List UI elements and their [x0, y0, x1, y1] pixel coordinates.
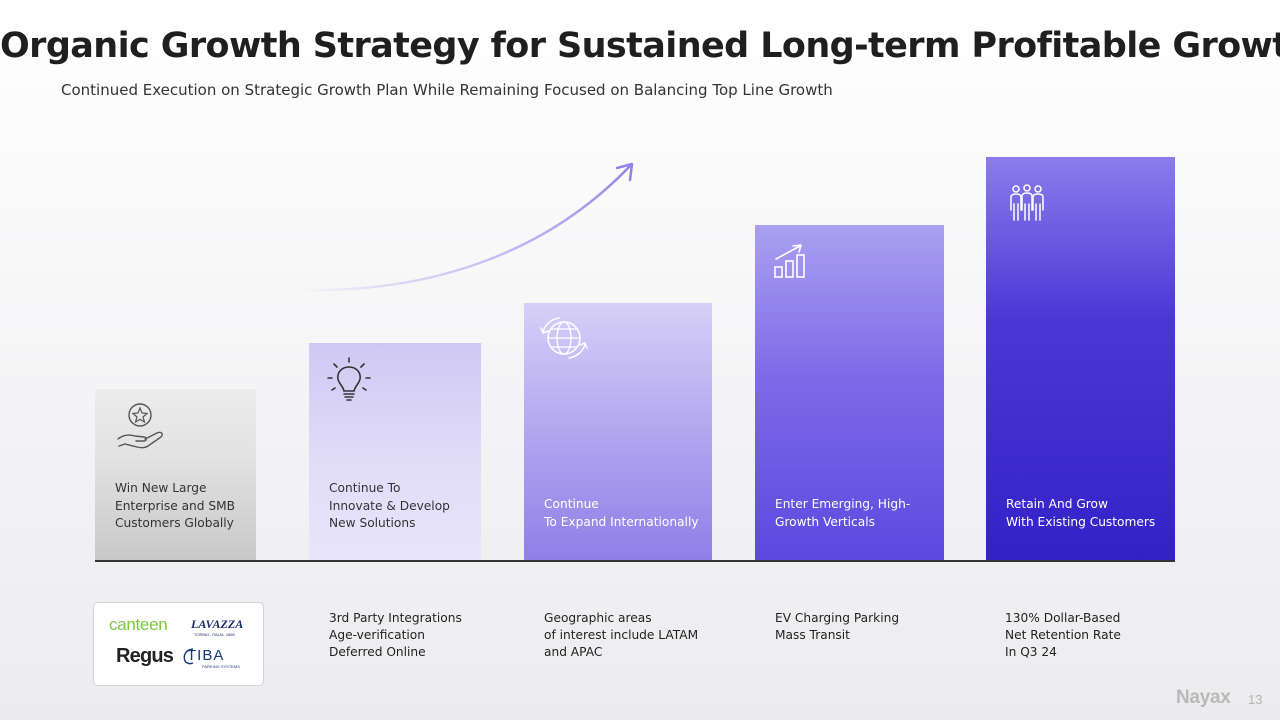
step-bar-enterprise: Win New Large Enterprise and SMB Custome…	[95, 389, 256, 561]
page-number: 13	[1248, 692, 1263, 707]
tiba-swoosh-icon	[183, 648, 194, 665]
customer-logos: canteen LAVAZZA TORINO, ITALIA, 1895 Reg…	[93, 602, 264, 686]
lavazza-logo-tagline: TORINO, ITALIA, 1895	[194, 632, 235, 637]
hand-star-icon	[117, 403, 163, 449]
step-bar-innovate: Continue To Innovate & Develop New Solut…	[309, 343, 481, 561]
step-note-verticals: EV Charging Parking Mass Transit	[775, 611, 900, 642]
slide-subtitle: Continued Execution on Strategic Growth …	[61, 81, 833, 99]
step-label: Enter Emerging, High- Growth Verticals	[775, 497, 911, 529]
step-label: Win New Large Enterprise and SMB Custome…	[115, 481, 235, 530]
step-bar-retain: Retain And Grow With Existing Customers	[986, 157, 1175, 561]
lavazza-logo: LAVAZZA	[191, 617, 244, 631]
step-note-international: Geographic areas of interest include LAT…	[544, 611, 699, 659]
step-note-retain: 130% Dollar-Based Net Retention Rate In …	[1005, 611, 1121, 659]
growth-chart-icon	[774, 244, 805, 278]
step-label: Retain And Grow With Existing Customers	[1006, 497, 1156, 529]
regus-logo: Regus	[116, 645, 174, 667]
baseline-divider	[95, 560, 1175, 562]
step-label: Continue To Innovate & Develop New Solut…	[329, 481, 450, 530]
step-bar-verticals: Enter Emerging, High- Growth Verticals	[755, 225, 944, 561]
slide-title: Organic Growth Strategy for Sustained Lo…	[0, 26, 1280, 66]
lightbulb-icon	[327, 357, 371, 401]
step-note-innovate: 3rd Party Integrations Age-verification …	[329, 611, 462, 659]
people-group-icon	[1010, 184, 1044, 221]
step-bar-international: Continue To Expand Internationally	[524, 303, 712, 561]
tiba-logo: TIBA	[187, 647, 225, 664]
step-label: Continue To Expand Internationally	[544, 497, 699, 529]
canteen-logo: canteen	[109, 615, 168, 634]
brand-logo: Nayax	[1176, 687, 1231, 708]
globe-icon	[540, 317, 588, 359]
tiba-logo-tagline: PARKING SYSTEMS	[202, 664, 240, 669]
